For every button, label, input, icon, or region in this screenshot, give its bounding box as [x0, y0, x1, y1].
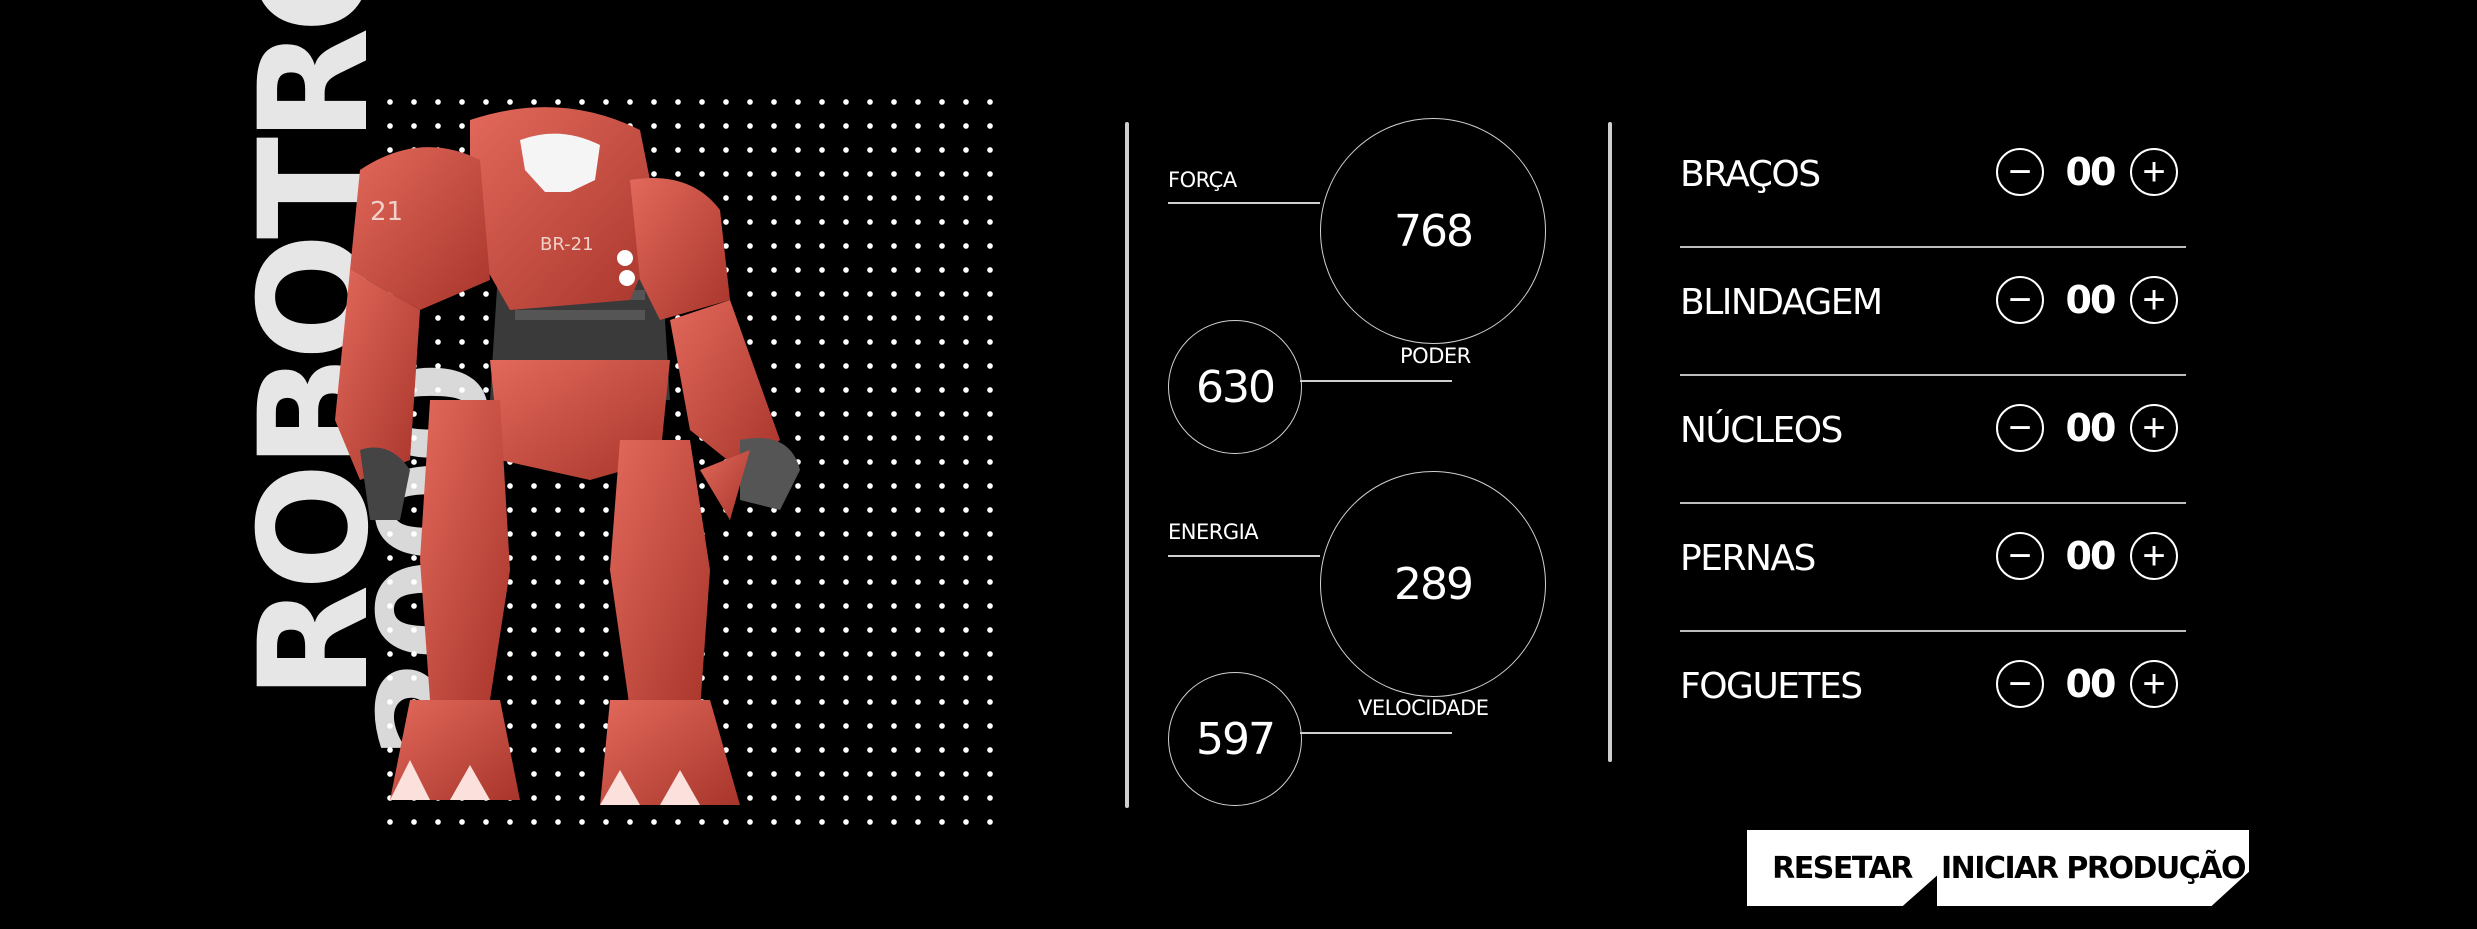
stat-leader-forca	[1168, 202, 1320, 204]
part-row-blindagem: BLINDAGEM − 00 +	[1680, 248, 2186, 376]
part-quantity: 00	[2065, 278, 2117, 322]
stats-divider-right	[1608, 122, 1612, 762]
stat-value-poder: 630	[1168, 320, 1302, 454]
part-name: BLINDAGEM	[1680, 282, 1883, 323]
increment-button[interactable]: +	[2130, 660, 2178, 708]
part-name: BRAÇOS	[1680, 154, 1821, 195]
robot-image: BR-21 21	[335, 107, 800, 805]
part-quantity: 00	[2065, 534, 2117, 578]
stat-label-velocidade: VELOCIDADE	[1358, 696, 1489, 720]
start-production-button[interactable]: INICIAR PRODUÇÃO	[1937, 830, 2249, 906]
decrement-button[interactable]: −	[1996, 532, 2044, 580]
part-quantity: 00	[2065, 150, 2117, 194]
part-row-nucleos: NÚCLEOS − 00 +	[1680, 376, 2186, 504]
part-quantity: 00	[2065, 406, 2117, 450]
stat-value-energia: 289	[1320, 471, 1546, 697]
reset-button[interactable]: RESETAR	[1747, 830, 1937, 906]
row-separator	[1680, 374, 2186, 376]
part-quantity: 00	[2065, 662, 2117, 706]
increment-button[interactable]: +	[2130, 148, 2178, 196]
part-row-foguetes: FOGUETES − 00 +	[1680, 632, 2186, 760]
row-separator	[1680, 246, 2186, 248]
part-name: FOGUETES	[1680, 666, 1863, 707]
part-name: NÚCLEOS	[1680, 410, 1843, 451]
stat-label-energia: ENERGIA	[1168, 520, 1259, 544]
stats-divider-left	[1125, 122, 1129, 808]
stat-label-poder: PODER	[1400, 344, 1471, 368]
decrement-button[interactable]: −	[1996, 660, 2044, 708]
increment-button[interactable]: +	[2130, 532, 2178, 580]
stat-value-forca: 768	[1320, 118, 1546, 344]
increment-button[interactable]: +	[2130, 404, 2178, 452]
stat-value-velocidade: 597	[1168, 672, 1302, 806]
robot-badge-text: BR-21	[540, 234, 594, 255]
stat-leader-velocidade	[1300, 732, 1452, 734]
decrement-button[interactable]: −	[1996, 276, 2044, 324]
stat-leader-energia	[1168, 555, 1320, 557]
decrement-button[interactable]: −	[1996, 148, 2044, 196]
row-separator	[1680, 630, 2186, 632]
part-row-pernas: PERNAS − 00 +	[1680, 504, 2186, 632]
part-row-bracos: BRAÇOS − 00 +	[1680, 120, 2186, 248]
decrement-button[interactable]: −	[1996, 404, 2044, 452]
robot-shoulder-text: 21	[370, 197, 403, 227]
part-name: PERNAS	[1680, 538, 1816, 579]
increment-button[interactable]: +	[2130, 276, 2178, 324]
stat-leader-poder	[1300, 380, 1452, 382]
stat-label-forca: FORÇA	[1168, 168, 1237, 192]
row-separator	[1680, 502, 2186, 504]
